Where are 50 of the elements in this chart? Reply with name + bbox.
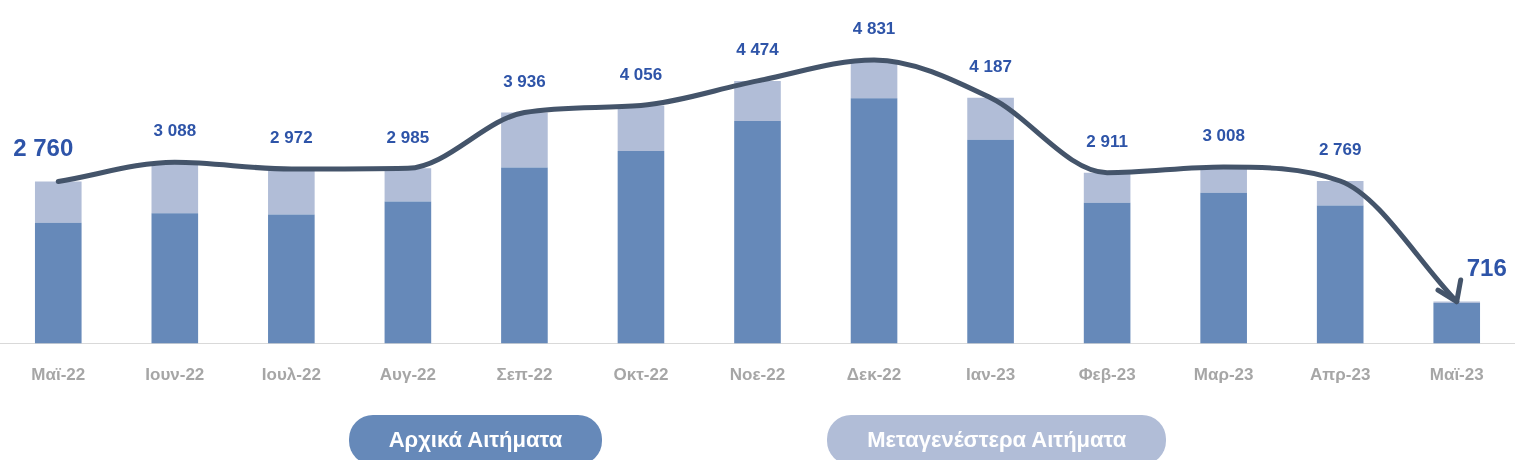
data-label: 4 187 <box>969 56 1012 76</box>
bar <box>151 213 199 344</box>
bar <box>1083 172 1131 203</box>
x-tick-label: Ιαν-23 <box>965 365 1016 385</box>
data-label: 3 936 <box>503 71 546 91</box>
bar <box>850 98 898 344</box>
bar <box>268 169 315 215</box>
data-label: 3 088 <box>153 121 197 141</box>
text: Μεταγενέστερα Αιτήματα <box>827 415 1167 460</box>
text: Αρχικά Αιτήματα <box>348 415 603 460</box>
data-label: 2 760 <box>13 134 74 162</box>
bar <box>384 201 432 344</box>
bar <box>617 105 665 151</box>
x-tick-label: Μαϊ-22 <box>31 365 86 385</box>
data-label: 4 474 <box>736 40 780 60</box>
data-label: 2 972 <box>270 128 313 148</box>
data-label: 2 769 <box>1318 140 1362 160</box>
bar <box>34 181 82 223</box>
x-tick-label: Αυγ-22 <box>379 365 436 385</box>
x-tick-label: Σεπ-22 <box>496 365 553 385</box>
bar <box>1083 202 1131 344</box>
bar <box>967 97 1014 140</box>
bar <box>268 214 315 344</box>
bar <box>34 222 82 344</box>
data-label: 2 985 <box>386 127 430 147</box>
x-tick-label: Φεβ-23 <box>1078 365 1136 385</box>
bar <box>1316 205 1364 344</box>
bar <box>967 139 1014 344</box>
x-tick-label: Μαρ-23 <box>1193 365 1254 385</box>
bar <box>1200 192 1247 344</box>
x-tick-label: Ιουν-22 <box>145 365 205 385</box>
bar <box>617 151 665 344</box>
data-label: 3 008 <box>1202 126 1245 146</box>
bar <box>501 167 548 344</box>
bar <box>384 168 432 202</box>
x-tick-label: Ιουλ-22 <box>261 365 321 385</box>
data-label: 4 831 <box>852 19 896 39</box>
bar <box>850 59 898 99</box>
x-tick-label: Δεκ-22 <box>846 365 902 385</box>
x-tick-label: Οκτ-22 <box>613 365 669 385</box>
data-label: 2 911 <box>1086 131 1128 151</box>
bar <box>151 162 199 214</box>
x-tick-label: Μαϊ-23 <box>1429 365 1484 385</box>
bar <box>734 80 781 122</box>
bar <box>501 112 548 168</box>
data-label: 4 056 <box>619 64 663 84</box>
data-label: 716 <box>1466 254 1507 282</box>
bar <box>734 121 781 344</box>
x-tick-label: Νοε-22 <box>729 365 786 385</box>
x-tick-label: Απρ-23 <box>1310 365 1371 385</box>
